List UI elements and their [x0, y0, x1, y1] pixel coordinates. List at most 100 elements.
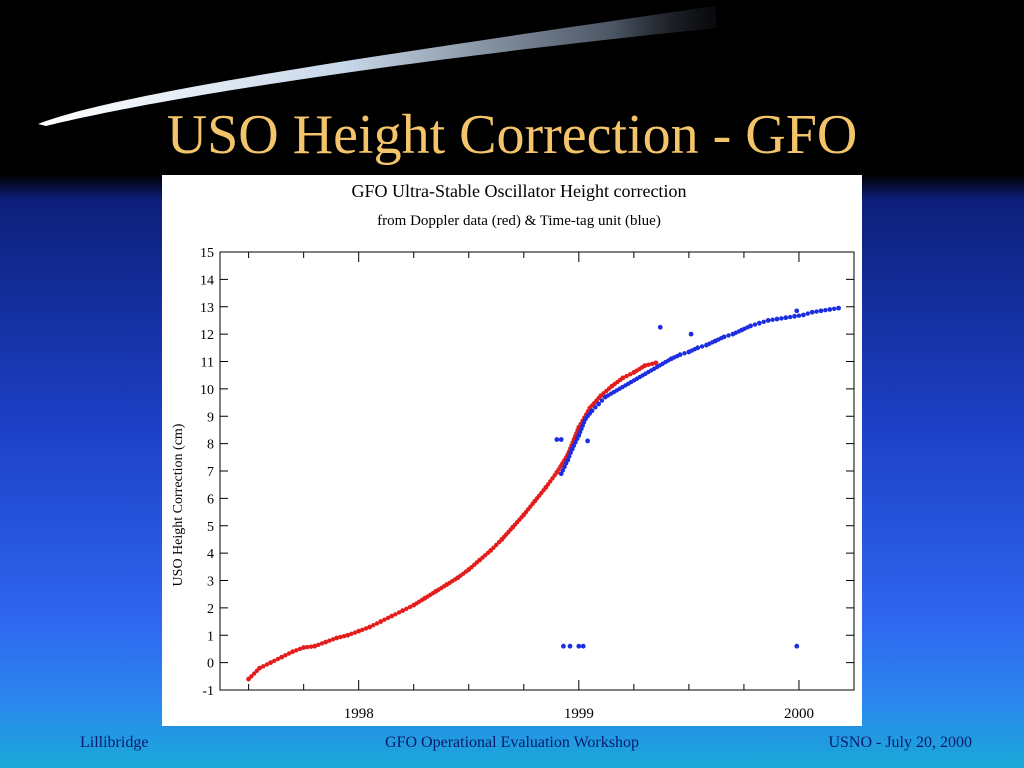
- data-point: [407, 604, 413, 610]
- data-point: [363, 626, 369, 631]
- data-point: [800, 312, 806, 318]
- x-tick-label: 2000: [784, 706, 814, 722]
- data-point: [319, 641, 325, 646]
- data-point: [290, 649, 296, 655]
- data-point: [330, 637, 336, 642]
- data-point: [627, 372, 633, 377]
- data-point: [404, 606, 409, 611]
- data-point: [297, 646, 303, 652]
- data-point: [699, 344, 705, 349]
- data-point: [779, 316, 784, 321]
- data-point: [279, 654, 285, 660]
- data-point: [356, 628, 362, 634]
- data-point: [765, 318, 771, 323]
- data-point: [560, 468, 566, 473]
- y-tick-label: 10: [200, 383, 214, 398]
- data-point: [589, 408, 595, 414]
- y-tick-label: 14: [200, 273, 214, 288]
- chart-plot: GFO Ultra-Stable Oscillator Height corre…: [171, 181, 855, 722]
- data-point: [657, 324, 663, 330]
- data-point: [677, 352, 683, 358]
- data-point: [305, 644, 310, 650]
- y-tick-label: 15: [200, 246, 214, 261]
- data-point: [558, 437, 564, 442]
- data-point: [836, 305, 841, 311]
- footer-event: GFO Operational Evaluation Workshop: [385, 734, 639, 751]
- data-point: [593, 405, 598, 410]
- y-tick-label: -1: [202, 684, 214, 699]
- y-tick-label: 6: [207, 492, 214, 507]
- data-point: [261, 664, 266, 669]
- x-tick-label: 1999: [564, 706, 594, 722]
- data-point: [756, 320, 762, 326]
- data-point: [805, 311, 810, 316]
- chart-title: GFO Ultra-Stable Oscillator Height corre…: [352, 181, 687, 201]
- data-point: [599, 398, 605, 403]
- footer-date: USNO - July 20, 2000: [828, 734, 972, 751]
- data-point: [323, 639, 329, 645]
- data-point: [374, 621, 380, 626]
- data-point: [251, 671, 257, 676]
- data-point: [382, 617, 387, 622]
- data-point: [831, 306, 837, 312]
- data-point: [371, 623, 376, 628]
- data-points: [246, 305, 841, 682]
- data-point: [796, 313, 802, 318]
- data-point: [682, 351, 687, 356]
- data-point: [580, 643, 586, 649]
- data-point: [646, 362, 651, 367]
- data-point: [585, 438, 591, 444]
- data-point: [283, 653, 288, 658]
- y-tick-label: 13: [200, 301, 214, 316]
- data-point: [794, 308, 800, 314]
- y-tick-label: 1: [207, 629, 214, 644]
- data-point: [249, 674, 254, 679]
- footer-author: Lillibridge: [80, 734, 149, 751]
- data-point: [345, 632, 351, 638]
- y-tick-label: 2: [207, 602, 214, 617]
- data-point: [620, 375, 626, 381]
- plot-frame: [219, 251, 855, 691]
- data-point: [389, 613, 395, 619]
- data-point: [491, 545, 496, 550]
- data-point: [571, 443, 577, 448]
- data-point: [573, 440, 578, 445]
- data-point: [576, 643, 582, 649]
- series-1-blue: [558, 305, 841, 477]
- data-point: [565, 457, 571, 463]
- x-tick-label: 1998: [344, 706, 374, 722]
- data-point: [554, 437, 560, 442]
- data-point: [774, 316, 780, 322]
- data-point: [400, 608, 406, 614]
- series-2-blue: [554, 308, 800, 649]
- data-point: [558, 471, 564, 477]
- data-point: [352, 630, 358, 635]
- data-point: [792, 313, 797, 319]
- data-point: [596, 401, 602, 407]
- series-0-red: [246, 360, 659, 682]
- data-point: [688, 331, 694, 337]
- y-tick-label: 8: [207, 438, 214, 453]
- data-point: [264, 662, 270, 667]
- data-point: [316, 642, 321, 648]
- data-point: [275, 656, 281, 662]
- data-point: [653, 360, 659, 366]
- data-point: [827, 307, 833, 312]
- y-tick-label: 5: [207, 520, 214, 535]
- data-point: [787, 314, 793, 320]
- swoosh-decoration: [38, 6, 717, 126]
- data-point: [548, 479, 553, 484]
- series-3-blue: [794, 643, 800, 649]
- data-point: [349, 631, 354, 637]
- y-tick-label: 7: [207, 465, 214, 480]
- data-point: [569, 446, 575, 452]
- data-point: [752, 322, 758, 327]
- y-tick-label: 4: [207, 547, 214, 562]
- data-point: [367, 624, 373, 630]
- data-point: [550, 476, 555, 481]
- data-point: [695, 345, 701, 351]
- data-point: [268, 660, 274, 666]
- data-point: [721, 334, 727, 340]
- data-point: [568, 450, 573, 455]
